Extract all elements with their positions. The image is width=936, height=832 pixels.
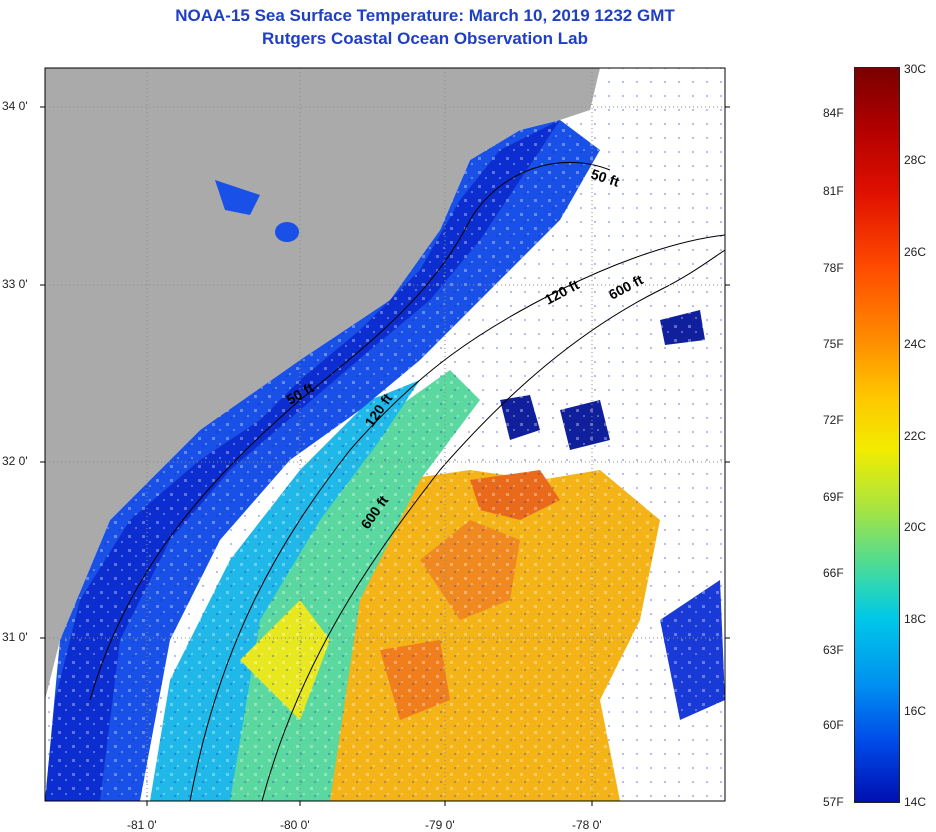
colorbar-f-label: 66F — [823, 566, 844, 580]
colorbar-f-label: 81F — [823, 184, 844, 198]
colorbar-f-label: 57F — [823, 795, 844, 809]
colorbar-c-label: 16C — [904, 704, 927, 718]
colorbar-c-label: 26C — [904, 245, 927, 259]
plot-frame — [44, 67, 726, 802]
map-title: NOAA-15 Sea Surface Temperature: March 1… — [175, 6, 675, 25]
colorbar-c-label: 28C — [904, 153, 927, 167]
lon-label: -81 0' — [127, 818, 157, 832]
land — [45, 68, 600, 700]
colorbar-c-label: 24C — [904, 337, 927, 351]
lat-label: 32 0' — [2, 454, 28, 468]
map-subtitle: Rutgers Coastal Ocean Observation Lab — [262, 29, 588, 48]
colorbar-c-label: 20C — [904, 520, 927, 534]
contour-50ft — [89, 161, 611, 701]
inland-lake — [275, 222, 299, 242]
colorbar-c-label: 18C — [904, 612, 927, 626]
lon-label: -79 0' — [425, 818, 455, 832]
temperature-colorbar — [854, 67, 900, 803]
lat-label: 33 0' — [2, 277, 28, 291]
colorbar-f-label: 75F — [823, 337, 844, 351]
lon-label: -80 0' — [280, 818, 310, 832]
lat-label: 34 0' — [2, 99, 28, 113]
colorbar-c-label: 30C — [904, 62, 927, 76]
colorbar-f-label: 78F — [823, 261, 844, 275]
colorbar-f-label: 63F — [823, 643, 844, 657]
colorbar-c-label: 14C — [904, 795, 927, 809]
contour-120ft — [189, 234, 725, 801]
colorbar-f-label: 84F — [823, 106, 844, 120]
colorbar-c-label: 22C — [904, 429, 927, 443]
lon-label: -78 0' — [572, 818, 602, 832]
colorbar-f-label: 72F — [823, 413, 844, 427]
lat-label: 31 0' — [2, 630, 28, 644]
contour-600ft — [261, 249, 725, 801]
colorbar-f-label: 60F — [823, 718, 844, 732]
colorbar-f-label: 69F — [823, 490, 844, 504]
